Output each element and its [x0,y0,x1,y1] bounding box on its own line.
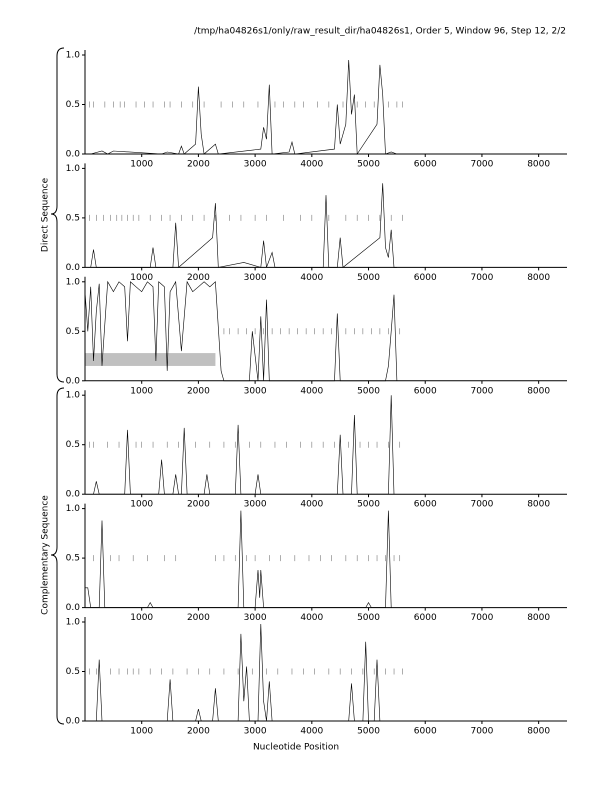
x-tick-label: 8000 [527,386,550,396]
y-tick-label: 0.0 [66,376,81,386]
x-tick-label: 7000 [470,386,493,396]
y-tick-label: 1.0 [66,164,81,174]
x-tick-label: 8000 [527,727,550,737]
x-tick-label: 1000 [130,160,153,170]
data-line [85,510,392,608]
plot-title: /tmp/ha04826s1/only/raw_result_dir/ha048… [194,27,566,37]
x-tick-label: 8000 [527,273,550,283]
highlight-region [85,353,216,366]
y-tick-label: 0.5 [66,554,80,564]
x-tick-label: 6000 [414,273,437,283]
x-tick-label: 3000 [244,160,267,170]
x-tick-label: 6000 [414,160,437,170]
x-tick-label: 4000 [300,613,323,623]
x-tick-label: 7000 [470,613,493,623]
y-tick-label: 0.0 [66,150,81,160]
x-tick-label: 2000 [187,160,210,170]
x-tick-label: 3000 [244,613,267,623]
x-tick-label: 5000 [357,613,380,623]
x-tick-label: 7000 [470,160,493,170]
x-tick-label: 6000 [414,613,437,623]
x-tick-label: 4000 [300,386,323,396]
x-tick-label: 6000 [414,386,437,396]
x-tick-label: 2000 [187,386,210,396]
data-line [90,183,397,269]
x-tick-label: 4000 [300,160,323,170]
brace [50,47,65,383]
y-tick-label: 0.5 [66,327,80,337]
x-tick-label: 2000 [187,273,210,283]
x-tick-label: 5000 [357,160,380,170]
y-tick-label: 1.0 [66,618,81,628]
x-tick-label: 4000 [300,273,323,283]
y-tick-label: 0.0 [66,490,81,500]
x-tick-label: 5000 [357,500,380,510]
x-tick-label: 3000 [244,386,267,396]
x-tick-label: 1000 [130,500,153,510]
x-axis-label: Nucleotide Position [253,743,339,753]
x-tick-label: 2000 [187,727,210,737]
y-tick-label: 0.0 [66,717,81,727]
x-tick-label: 8000 [527,160,550,170]
y-tick-label: 0.5 [66,100,80,110]
x-tick-label: 6000 [414,727,437,737]
x-tick-label: 4000 [300,500,323,510]
y-tick-label: 1.0 [66,51,81,61]
x-tick-label: 6000 [414,500,437,510]
x-tick-label: 1000 [130,727,153,737]
x-tick-label: 5000 [357,386,380,396]
y-tick-label: 1.0 [66,391,81,401]
data-line [90,59,397,155]
x-tick-label: 1000 [130,613,153,623]
x-tick-label: 4000 [300,727,323,737]
data-line [84,280,398,382]
x-tick-label: 7000 [470,273,493,283]
x-tick-label: 3000 [244,727,267,737]
y-tick-label: 0.5 [66,667,80,677]
x-tick-label: 5000 [357,273,380,283]
y-tick-label: 1.0 [66,504,81,514]
x-tick-label: 3000 [244,273,267,283]
y-tick-label: 0.0 [66,263,81,273]
x-tick-label: 1000 [130,386,153,396]
y-tick-label: 0.5 [66,440,80,450]
x-tick-label: 8000 [527,500,550,510]
x-tick-label: 2000 [187,500,210,510]
brace [50,387,65,725]
y-tick-label: 0.0 [66,603,81,613]
side-label: Direct Sequence [41,177,51,252]
y-tick-label: 0.5 [66,213,80,223]
x-tick-label: 7000 [470,500,493,510]
x-tick-label: 3000 [244,500,267,510]
x-tick-label: 5000 [357,727,380,737]
x-tick-label: 7000 [470,727,493,737]
x-tick-label: 2000 [187,613,210,623]
data-line [96,623,381,722]
y-tick-label: 1.0 [66,277,81,287]
x-tick-label: 8000 [527,613,550,623]
data-line [93,395,395,495]
side-label: Complementary Sequence [41,495,51,615]
x-tick-label: 1000 [130,273,153,283]
